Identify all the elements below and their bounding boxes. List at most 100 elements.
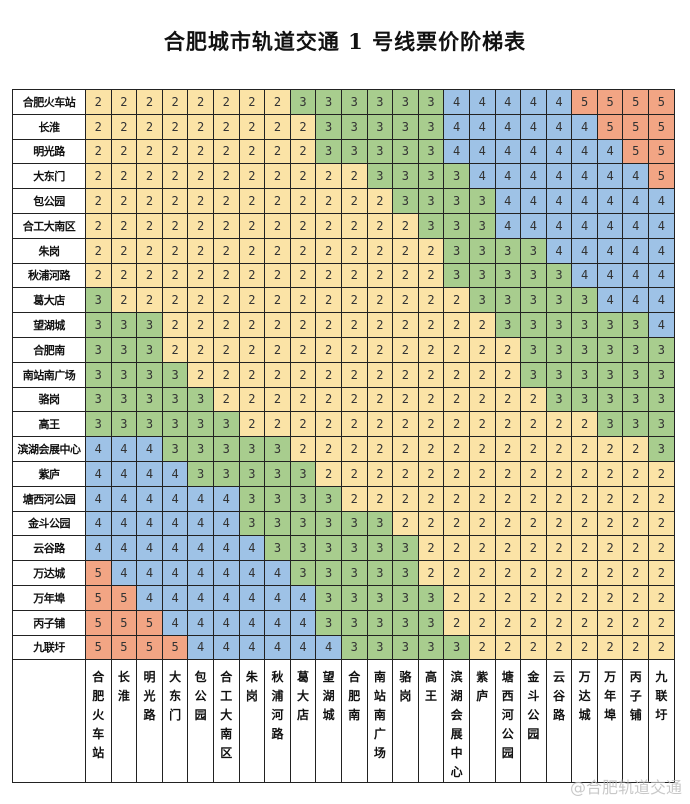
fare-row: 紫庐 4 4 4 4 3 3 3 3 3 2 2 2 2 2 2 2 2 2 2 2 2 2 2 <box>12 460 675 487</box>
fare-cell: 3 <box>110 411 138 438</box>
fare-cell: 3 <box>315 535 342 562</box>
fare-cell: 4 <box>648 212 675 239</box>
column-station-label: 紫庐 <box>476 670 489 704</box>
fare-cell: 4 <box>289 609 317 636</box>
fare-cell: 2 <box>545 634 573 661</box>
fare-cell: 2 <box>85 163 112 190</box>
fare-cell: 2 <box>161 212 189 239</box>
row-station-label: 秋浦河路 <box>12 262 86 289</box>
fare-cell: 5 <box>136 634 163 661</box>
fare-cell: 2 <box>468 460 496 487</box>
fare-cell: 3 <box>110 312 138 338</box>
fare-cell: 3 <box>571 336 598 363</box>
fare-cell: 2 <box>622 485 650 512</box>
fare-cell: 4 <box>545 138 573 165</box>
fare-cell: 5 <box>85 584 112 611</box>
fare-cell: 2 <box>468 386 496 413</box>
fare-cell: 2 <box>110 188 138 214</box>
fare-cell: 3 <box>494 262 522 289</box>
fare-cell: 3 <box>648 411 675 438</box>
fare-cell: 4 <box>571 188 598 214</box>
fare-cell: 3 <box>289 535 317 562</box>
fare-cell: 2 <box>468 634 496 661</box>
fare-cell: 2 <box>238 361 266 388</box>
fare-cell: 4 <box>494 89 522 115</box>
fare-cell: 5 <box>648 138 675 165</box>
column-station-header: 万年埠 <box>596 659 624 784</box>
row-station-label: 合肥南 <box>12 336 86 363</box>
fare-cell: 3 <box>187 460 214 487</box>
column-station-header: 合肥火车站 <box>85 659 112 784</box>
fare-cell: 2 <box>187 336 214 363</box>
fare-cell: 2 <box>264 212 291 239</box>
fare-cell: 2 <box>571 411 598 438</box>
fare-cell: 3 <box>315 609 342 636</box>
fare-cell: 2 <box>494 560 522 586</box>
fare-cell: 2 <box>417 460 445 487</box>
fare-cell: 4 <box>520 212 547 239</box>
column-station-header: 合工大南区 <box>212 659 240 784</box>
fare-cell: 3 <box>571 287 598 314</box>
fare-cell: 2 <box>212 237 240 264</box>
fare-cell: 2 <box>417 336 445 363</box>
fare-cell: 2 <box>340 188 368 214</box>
fare-cell: 2 <box>340 262 368 289</box>
fare-cell: 2 <box>468 535 496 562</box>
column-station-label: 望湖城 <box>322 670 335 723</box>
fare-cell: 4 <box>161 460 189 487</box>
fare-cell: 2 <box>468 609 496 636</box>
fare-cell: 3 <box>468 212 496 239</box>
fare-cell: 2 <box>187 287 214 314</box>
fare-cell: 4 <box>136 560 163 586</box>
fare-cell: 3 <box>417 113 445 140</box>
column-station-header: 南站南广场 <box>366 659 394 784</box>
fare-cell: 3 <box>340 113 368 140</box>
fare-cell: 2 <box>289 336 317 363</box>
row-station-label: 塘西河公园 <box>12 485 86 512</box>
fare-cell: 3 <box>85 287 112 314</box>
fare-cell: 2 <box>85 113 112 140</box>
fare-cell: 3 <box>443 163 470 190</box>
fare-cell: 2 <box>315 163 342 190</box>
fare-cell: 5 <box>596 89 624 115</box>
column-station-label: 南站南广场 <box>373 670 386 761</box>
fare-cell: 4 <box>85 510 112 537</box>
fare-cell: 4 <box>238 535 266 562</box>
fare-cell: 2 <box>545 510 573 537</box>
fare-cell: 2 <box>187 113 214 140</box>
fare-cell: 3 <box>366 138 394 165</box>
fare-cell: 3 <box>417 584 445 611</box>
fare-cell: 2 <box>417 386 445 413</box>
fare-cell: 2 <box>110 237 138 264</box>
fare-cell: 2 <box>187 262 214 289</box>
fare-cell: 3 <box>520 312 547 338</box>
fare-cell: 2 <box>264 287 291 314</box>
fare-cell: 2 <box>366 188 394 214</box>
fare-cell: 2 <box>494 386 522 413</box>
fare-cell: 2 <box>264 138 291 165</box>
column-station-header: 滨湖会展中心 <box>443 659 470 784</box>
fare-cell: 3 <box>417 634 445 661</box>
fare-cell: 2 <box>494 411 522 438</box>
fare-cell: 3 <box>596 361 624 388</box>
fare-cell: 2 <box>571 436 598 462</box>
fare-row: 塘西河公园 4 4 4 4 4 4 3 3 3 3 2 2 2 2 2 2 2 2 2 2 2 2 2 <box>12 485 675 512</box>
fare-cell: 2 <box>110 287 138 314</box>
fare-cell: 2 <box>622 460 650 487</box>
fare-cell: 4 <box>212 584 240 611</box>
fare-cell: 4 <box>136 535 163 562</box>
row-station-label: 朱岗 <box>12 237 86 264</box>
fare-cell: 4 <box>187 609 214 636</box>
fare-cell: 2 <box>596 485 624 512</box>
fare-cell: 2 <box>264 262 291 289</box>
fare-cell: 4 <box>161 584 189 611</box>
fare-cell: 2 <box>340 361 368 388</box>
fare-cell: 2 <box>212 312 240 338</box>
fare-cell: 2 <box>648 634 675 661</box>
fare-cell: 2 <box>85 212 112 239</box>
fare-cell: 3 <box>289 510 317 537</box>
fare-cell: 4 <box>596 212 624 239</box>
fare-cell: 2 <box>545 535 573 562</box>
fare-cell: 2 <box>212 287 240 314</box>
fare-cell: 2 <box>622 510 650 537</box>
